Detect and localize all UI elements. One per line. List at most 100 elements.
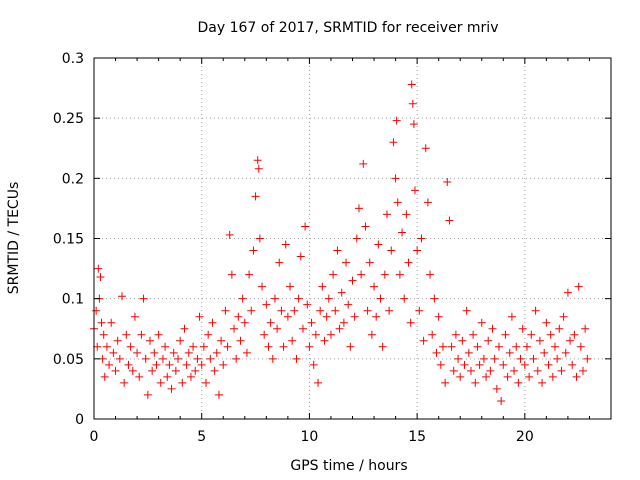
data-point <box>135 372 144 381</box>
data-point <box>184 348 193 357</box>
data-point <box>522 342 531 351</box>
data-point <box>535 336 544 345</box>
data-point <box>212 348 221 357</box>
data-point <box>385 306 394 315</box>
data-point <box>469 330 478 339</box>
data-point <box>507 312 516 321</box>
data-point <box>520 360 529 369</box>
y-tick-label: 0.2 <box>62 171 84 187</box>
data-point <box>357 270 366 279</box>
data-point <box>262 300 271 309</box>
x-tick-label: 15 <box>408 429 426 445</box>
data-point <box>286 282 295 291</box>
data-point <box>298 324 307 333</box>
data-point <box>273 324 282 333</box>
data-point <box>92 306 101 315</box>
data-point <box>408 99 417 108</box>
data-point <box>561 348 570 357</box>
data-point <box>477 318 486 327</box>
data-point <box>163 372 172 381</box>
data-point <box>559 312 568 321</box>
data-point <box>176 336 185 345</box>
data-point <box>253 156 262 165</box>
data-point <box>182 360 191 369</box>
data-point <box>161 342 170 351</box>
data-point <box>376 294 385 303</box>
data-point <box>486 366 495 375</box>
data-point <box>154 330 163 339</box>
data-point <box>178 378 187 387</box>
data-point <box>270 294 279 303</box>
data-point <box>105 360 114 369</box>
data-points <box>90 80 592 405</box>
data-point <box>479 354 488 363</box>
data-point <box>124 360 133 369</box>
data-point <box>174 354 183 363</box>
data-point <box>171 366 180 375</box>
data-point <box>324 294 333 303</box>
data-point <box>365 258 374 267</box>
data-point <box>428 330 437 339</box>
data-point <box>415 306 424 315</box>
data-point <box>527 330 536 339</box>
data-point <box>245 270 254 279</box>
data-point <box>576 342 585 351</box>
data-point <box>454 354 463 363</box>
data-point <box>398 228 407 237</box>
data-point <box>251 192 260 201</box>
data-point <box>490 354 499 363</box>
data-point <box>141 354 150 363</box>
data-point <box>544 360 553 369</box>
data-point <box>359 159 368 168</box>
data-point <box>497 396 506 405</box>
data-point <box>169 348 178 357</box>
data-point <box>451 330 460 339</box>
data-point <box>409 120 418 129</box>
data-point <box>482 372 491 381</box>
data-point <box>294 294 303 303</box>
data-point <box>464 348 473 357</box>
data-point <box>380 270 389 279</box>
data-point <box>148 366 157 375</box>
data-point <box>443 177 452 186</box>
data-point <box>518 324 527 333</box>
data-point <box>339 318 348 327</box>
data-point <box>326 330 335 339</box>
data-point <box>466 366 475 375</box>
x-tick-label: 20 <box>516 429 534 445</box>
data-point <box>133 348 142 357</box>
data-point <box>264 342 273 351</box>
data-point <box>206 354 215 363</box>
data-point <box>363 306 372 315</box>
data-point <box>158 354 167 363</box>
data-point <box>242 348 251 357</box>
data-point <box>335 324 344 333</box>
data-point <box>122 330 131 339</box>
data-point <box>354 204 363 213</box>
data-point <box>406 318 415 327</box>
data-point <box>413 246 422 255</box>
data-point <box>570 330 579 339</box>
data-point <box>202 378 211 387</box>
data-point <box>473 342 482 351</box>
data-point <box>139 294 148 303</box>
data-point <box>540 348 549 357</box>
data-point <box>189 342 198 351</box>
data-point <box>197 360 206 369</box>
data-point <box>204 330 213 339</box>
data-point <box>460 360 469 369</box>
data-point <box>199 342 208 351</box>
data-point <box>254 164 263 173</box>
data-point <box>195 312 204 321</box>
data-point <box>382 210 391 219</box>
data-point <box>307 318 316 327</box>
data-point <box>426 270 435 279</box>
data-point <box>581 324 590 333</box>
data-point <box>434 312 443 321</box>
data-point <box>266 318 275 327</box>
data-point <box>531 306 540 315</box>
data-point <box>260 330 269 339</box>
data-point <box>462 306 471 315</box>
data-point <box>423 198 432 207</box>
